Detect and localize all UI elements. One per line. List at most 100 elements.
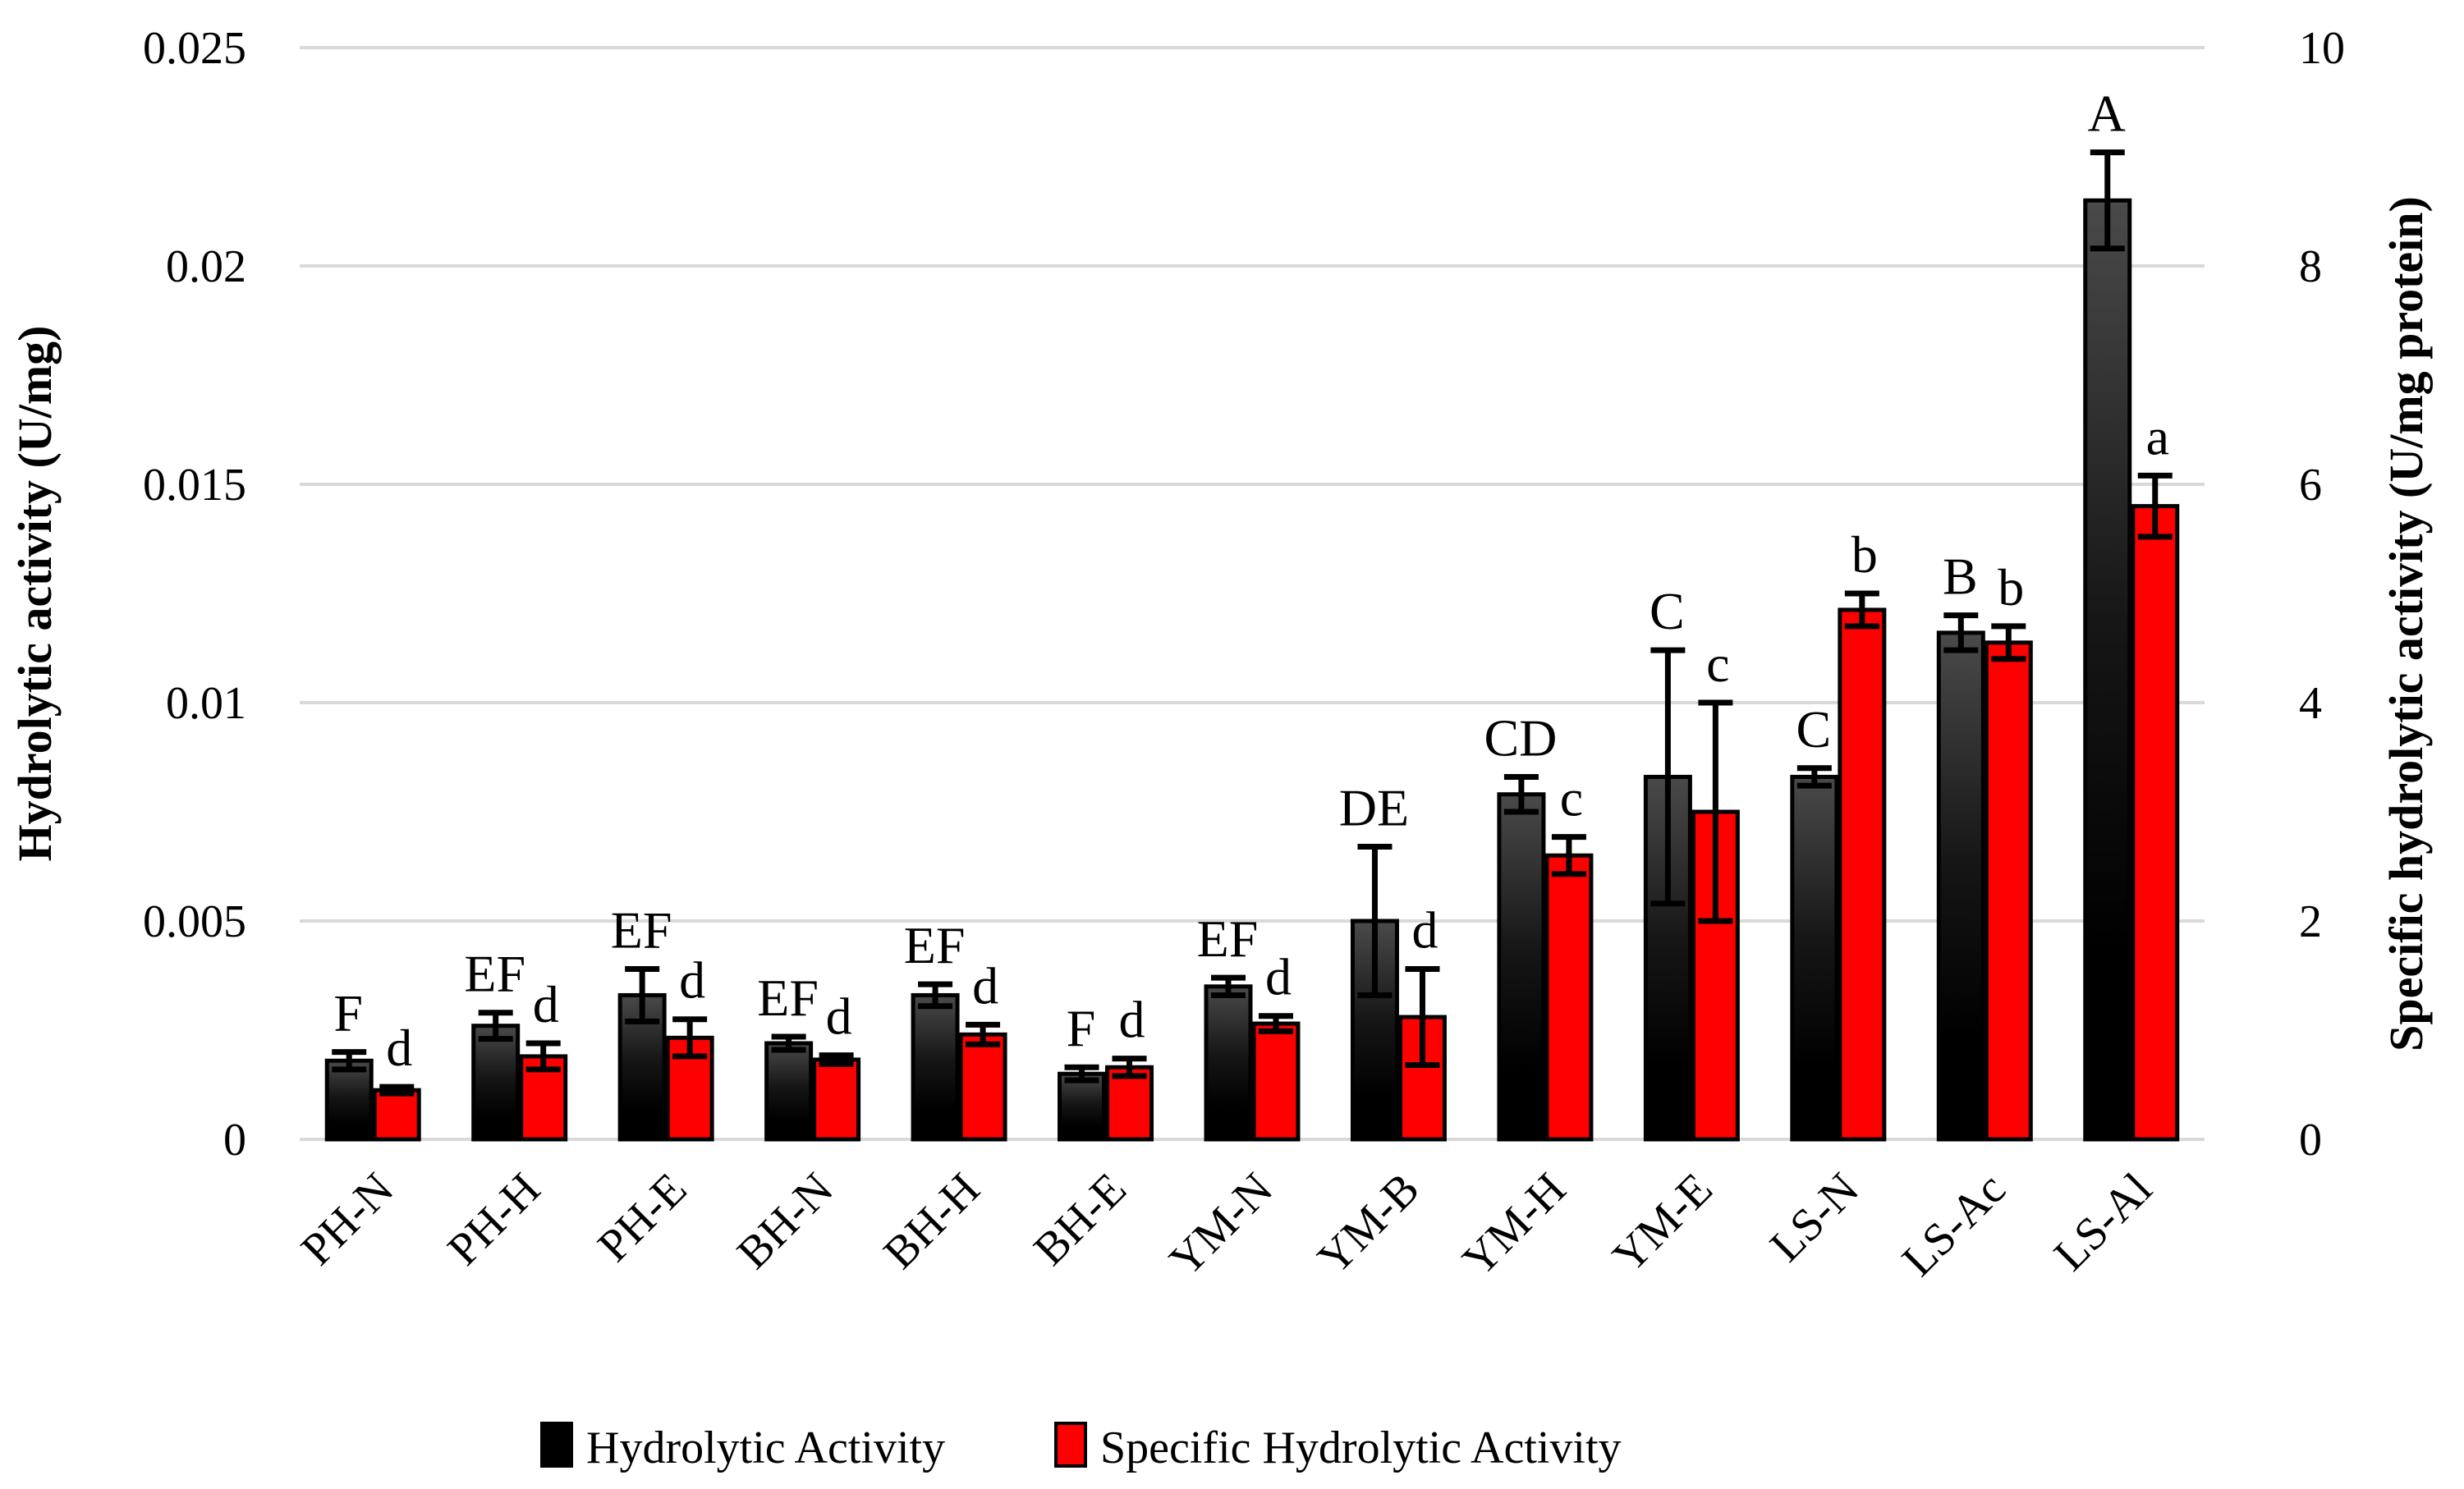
sig-letter-hydrolytic-PH-N: F bbox=[333, 984, 363, 1042]
legend-label-specific-hydrolytic-activity: Specific Hydrolytic Activity bbox=[1100, 1423, 1622, 1473]
errorbar-specific-PH-E bbox=[672, 1016, 708, 1060]
errorbar-specific-YM-E bbox=[1698, 699, 1733, 924]
errorbar-hydrolytic-BH-E bbox=[1064, 1064, 1099, 1084]
right-axis-tick: 6 bbox=[2299, 460, 2322, 511]
sig-letter-specific-PH-H: d bbox=[533, 975, 559, 1033]
errorbar-hydrolytic-YM-H bbox=[1503, 773, 1539, 815]
x-axis-label-LS-Ac: LS-Ac bbox=[1893, 1163, 2015, 1285]
errorbar-specific-LS-Al bbox=[2137, 472, 2173, 540]
left-axis-tick: 0.025 bbox=[143, 23, 246, 74]
sig-letter-hydrolytic-LS-Al: A bbox=[2088, 85, 2126, 143]
sig-letter-specific-YM-H: c bbox=[1560, 769, 1583, 827]
errorbar-hydrolytic-YM-E bbox=[1650, 647, 1686, 907]
bar-specific-YM-N bbox=[1251, 1021, 1301, 1142]
bar-hydrolytic-LS-Ac bbox=[1936, 630, 1985, 1142]
sig-letter-hydrolytic-LS-Ac: B bbox=[1943, 547, 1978, 606]
sig-letter-specific-BH-N: d bbox=[826, 987, 852, 1046]
errorbar-specific-PH-N bbox=[379, 1084, 415, 1097]
legend: Hydrolytic Activity Specific Hydrolytic … bbox=[540, 1422, 1622, 1473]
errorbar-hydrolytic-YM-N bbox=[1211, 974, 1246, 998]
x-axis-label-BH-N: BH-N bbox=[727, 1163, 843, 1279]
legend-swatch-hydrolytic-activity bbox=[540, 1422, 573, 1468]
errorbar-hydrolytic-LS-N bbox=[1796, 765, 1832, 789]
right-axis-tick: 4 bbox=[2299, 678, 2322, 729]
legend-swatch-specific-hydrolytic-activity bbox=[1054, 1422, 1087, 1468]
bar-specific-BH-N bbox=[812, 1057, 861, 1142]
left-axis-tick: 0.015 bbox=[143, 460, 246, 511]
x-axis-label-LS-N: LS-N bbox=[1760, 1163, 1869, 1271]
errorbar-hydrolytic-BH-N bbox=[771, 1033, 806, 1053]
right-axis-tick: 10 bbox=[2299, 23, 2345, 74]
x-axis-label-PH-E: PH-E bbox=[589, 1163, 697, 1271]
x-axis-label-LS-Al: LS-Al bbox=[2044, 1163, 2162, 1281]
errorbar-specific-PH-H bbox=[525, 1040, 561, 1073]
sig-letter-hydrolytic-BH-E: F bbox=[1067, 999, 1096, 1057]
bar-hydrolytic-YM-N bbox=[1204, 984, 1253, 1142]
errorbar-specific-YM-H bbox=[1551, 834, 1586, 877]
bar-specific-LS-Al bbox=[2131, 504, 2180, 1142]
sig-letter-specific-YM-N: d bbox=[1265, 948, 1292, 1006]
bar-hydrolytic-PH-N bbox=[324, 1058, 374, 1142]
bar-hydrolytic-BH-E bbox=[1058, 1071, 1107, 1142]
right-axis-tick: 0 bbox=[2299, 1115, 2322, 1166]
left-axis-tick: 0.02 bbox=[166, 241, 246, 292]
sig-letter-hydrolytic-YM-B: DE bbox=[1339, 779, 1409, 837]
left-axis-tick: 0.005 bbox=[143, 896, 246, 947]
errorbar-hydrolytic-YM-B bbox=[1357, 844, 1393, 998]
sig-letter-specific-BH-E: d bbox=[1119, 991, 1145, 1049]
sig-letter-specific-LS-N: b bbox=[1851, 525, 1878, 584]
left-axis-tick: 0.01 bbox=[166, 678, 246, 729]
x-axis-label-PH-N: PH-N bbox=[291, 1163, 403, 1275]
right-axis-title: Specific hydrolytic activity (U/mg prote… bbox=[2379, 196, 2433, 1051]
sig-letter-specific-BH-H: d bbox=[972, 956, 998, 1015]
x-axis-label-YM-H: YM-H bbox=[1453, 1163, 1576, 1285]
errorbar-hydrolytic-LS-Ac bbox=[1943, 612, 1979, 653]
errorbar-specific-YM-B bbox=[1405, 966, 1440, 1069]
sig-letter-specific-PH-N: d bbox=[386, 1019, 412, 1077]
bar-hydrolytic-BH-H bbox=[911, 992, 960, 1142]
errorbar-hydrolytic-PH-H bbox=[478, 1010, 513, 1042]
bar-hydrolytic-PH-H bbox=[471, 1024, 521, 1142]
bar-hydrolytic-LS-N bbox=[1790, 774, 1839, 1142]
errorbar-hydrolytic-PH-E bbox=[625, 966, 660, 1024]
x-axis-label-BH-H: BH-H bbox=[874, 1163, 990, 1279]
bar-hydrolytic-LS-Al bbox=[2083, 198, 2132, 1142]
bar-specific-LS-N bbox=[1838, 607, 1887, 1142]
sig-letter-hydrolytic-BH-H: EF bbox=[904, 916, 966, 974]
x-axis-label-BH-E: BH-E bbox=[1025, 1163, 1136, 1275]
errorbar-specific-BH-H bbox=[966, 1021, 1001, 1047]
errorbar-specific-BH-N bbox=[819, 1052, 854, 1067]
left-axis-tick: 0 bbox=[223, 1115, 246, 1166]
bar-specific-BH-H bbox=[958, 1032, 1007, 1142]
right-axis-tick: 2 bbox=[2299, 896, 2322, 947]
sig-letter-hydrolytic-YM-E: C bbox=[1650, 582, 1685, 640]
bar-hydrolytic-BH-N bbox=[764, 1041, 814, 1142]
legend-label-hydrolytic-activity: Hydrolytic Activity bbox=[586, 1423, 945, 1473]
x-axis-label-YM-B: YM-B bbox=[1308, 1163, 1429, 1284]
sig-letter-hydrolytic-YM-H: CD bbox=[1484, 708, 1557, 767]
sig-letter-specific-LS-Al: a bbox=[2146, 407, 2169, 465]
sig-letter-hydrolytic-LS-N: C bbox=[1796, 700, 1832, 758]
sig-letter-hydrolytic-BH-N: EF bbox=[757, 969, 819, 1027]
bar-specific-PH-N bbox=[372, 1088, 421, 1142]
x-axis-label-YM-N: YM-N bbox=[1160, 1163, 1282, 1285]
sig-letter-specific-YM-B: d bbox=[1411, 901, 1438, 960]
errorbar-specific-YM-N bbox=[1259, 1013, 1293, 1034]
errorbar-hydrolytic-BH-H bbox=[918, 981, 953, 1010]
x-axis-label-YM-E: YM-E bbox=[1604, 1163, 1723, 1282]
sig-letter-specific-YM-E: c bbox=[1706, 635, 1729, 693]
sig-letter-specific-LS-Ac: b bbox=[1998, 558, 2024, 616]
right-axis-tick: 8 bbox=[2299, 241, 2322, 292]
sig-letter-hydrolytic-PH-E: EF bbox=[611, 901, 672, 960]
bar-specific-YM-H bbox=[1544, 853, 1594, 1142]
x-axis-label-PH-H: PH-H bbox=[438, 1163, 550, 1275]
bar-specific-BH-E bbox=[1105, 1065, 1154, 1142]
sig-letter-specific-PH-E: d bbox=[679, 951, 705, 1010]
errorbar-hydrolytic-PH-N bbox=[332, 1049, 367, 1073]
errorbar-specific-LS-Ac bbox=[1991, 623, 2026, 662]
errorbar-specific-LS-N bbox=[1844, 590, 1879, 630]
left-axis-title: Hydrolytic activity (U/mg) bbox=[8, 326, 62, 862]
sig-letter-hydrolytic-YM-N: EF bbox=[1197, 909, 1259, 968]
